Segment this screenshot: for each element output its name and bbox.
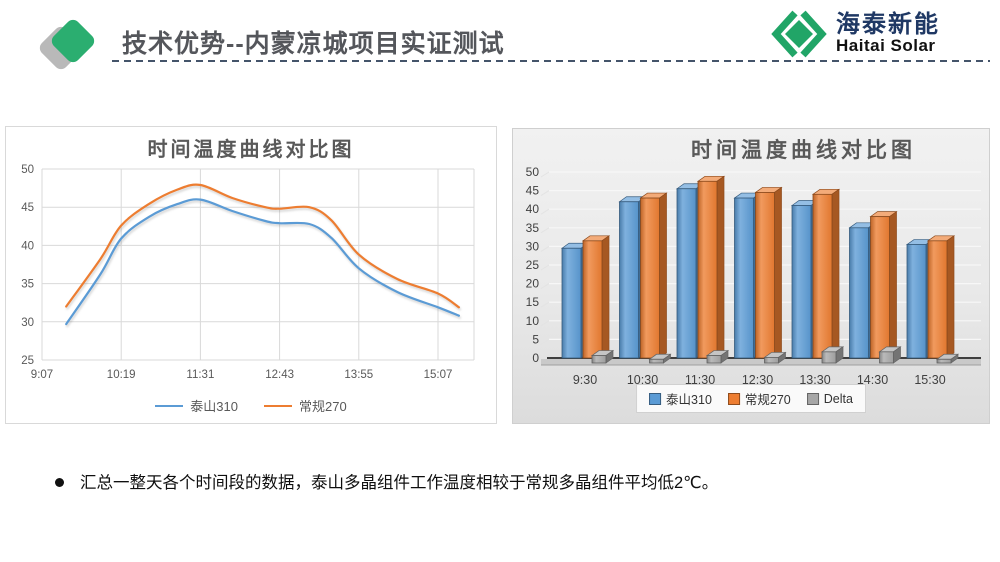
svg-text:10: 10: [526, 314, 540, 328]
svg-text:13:55: 13:55: [344, 369, 373, 381]
svg-text:12:43: 12:43: [265, 369, 294, 381]
svg-text:35: 35: [526, 221, 540, 235]
svg-text:10:30: 10:30: [627, 373, 658, 387]
page-title: 技术优势--内蒙凉城项目实证测试: [122, 30, 505, 58]
svg-text:25: 25: [21, 355, 34, 367]
line-chart: 25 30 35 40 45 50 9:07 10:19 11:31 12:43 13:55 15:0…: [21, 164, 475, 381]
svg-text:45: 45: [21, 202, 34, 214]
legend-item: 常规270: [264, 396, 347, 415]
legend-item: 泰山310: [649, 389, 712, 408]
legend-label: Delta: [823, 391, 853, 406]
svg-text:50: 50: [526, 165, 540, 179]
svg-text:50: 50: [21, 164, 34, 176]
logo-mark-icon: [771, 10, 827, 58]
line-chart-title: 时间温度曲线对比图: [147, 139, 355, 161]
svg-text:0: 0: [532, 351, 539, 365]
svg-text:30: 30: [21, 317, 34, 329]
legend-square-swatch: [727, 392, 740, 405]
legend-item: 泰山310: [155, 396, 238, 415]
svg-text:12:30: 12:30: [742, 373, 773, 387]
bar-chart: 0 5 10 15 20 25 30 35 40 45 50 9:30 10:30 11:30 12:30 1…: [526, 165, 981, 387]
logo-name-cn: 海泰新能: [836, 11, 940, 39]
logo-text: 海泰新能 Haitai Solar: [836, 12, 940, 56]
svg-text:9:07: 9:07: [31, 369, 53, 381]
legend-line-swatch: [264, 404, 292, 407]
legend-item: 常规270: [727, 389, 791, 408]
svg-text:11:31: 11:31: [186, 369, 214, 381]
legend-label: 常规270: [744, 393, 791, 407]
legend-square-swatch: [806, 392, 819, 405]
svg-text:20: 20: [526, 277, 540, 291]
logo: 海泰新能 Haitai Solar: [770, 8, 940, 60]
svg-text:14:30: 14:30: [857, 373, 888, 387]
bullet-icon: [55, 478, 64, 487]
legend-label: 泰山310: [666, 393, 712, 407]
bar-chart-title: 时间温度曲线对比图: [691, 139, 916, 162]
svg-text:5: 5: [532, 332, 539, 346]
line-chart-legend: 泰山310 常规270: [6, 396, 496, 415]
svg-text:25: 25: [526, 258, 540, 272]
svg-text:15:07: 15:07: [424, 369, 453, 381]
bar-chart-legend: 泰山310 常规270 Delta: [636, 384, 866, 413]
svg-text:40: 40: [526, 202, 540, 216]
svg-text:15: 15: [526, 295, 540, 309]
legend-item: Delta: [806, 391, 853, 406]
svg-text:11:30: 11:30: [685, 373, 715, 387]
svg-text:15:30: 15:30: [914, 373, 945, 387]
legend-line-swatch: [155, 404, 184, 407]
svg-text:9:30: 9:30: [573, 373, 597, 387]
svg-text:45: 45: [526, 184, 540, 198]
svg-text:30: 30: [526, 239, 540, 253]
svg-text:10:19: 10:19: [107, 369, 136, 381]
svg-text:13:30: 13:30: [799, 373, 830, 387]
logo-name-en: Haitai Solar: [836, 36, 936, 56]
line-chart-panel: 时间温度曲线对比图 25 30 35 40 45 50 9:07 10:19 11:31 12:4…: [5, 126, 497, 424]
bullet-point: 汇总一整天各个时间段的数据，泰山多晶组件工作温度相较于常规多晶组件平均低2℃。: [55, 472, 955, 495]
legend-label: 常规270: [299, 399, 347, 414]
svg-text:35: 35: [21, 279, 34, 291]
legend-square-swatch: [649, 392, 662, 405]
bullet-text: 汇总一整天各个时间段的数据，泰山多晶组件工作温度相较于常规多晶组件平均低2℃。: [80, 474, 719, 492]
legend-label: 泰山310: [190, 399, 238, 414]
header-dashed-divider: [112, 60, 990, 62]
bar-chart-panel: 时间温度曲线对比图 0 5 10 15 20 25 30 35 40 45 50 9:30 10:30 1…: [512, 128, 990, 424]
svg-text:40: 40: [21, 240, 34, 252]
